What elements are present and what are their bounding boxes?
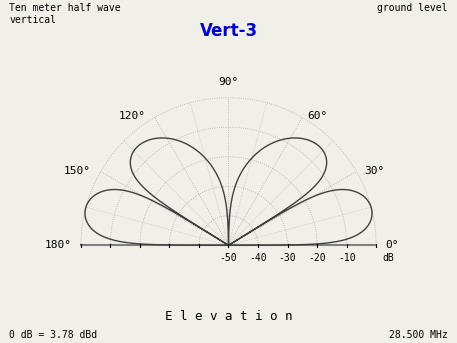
Text: -50: -50 xyxy=(220,253,237,263)
Text: E l e v a t i o n: E l e v a t i o n xyxy=(165,310,292,323)
Text: -20: -20 xyxy=(308,253,326,263)
Text: dB: dB xyxy=(382,253,394,263)
Text: 30°: 30° xyxy=(364,166,384,177)
Text: 180°: 180° xyxy=(44,240,72,250)
Text: 60°: 60° xyxy=(307,111,327,121)
Text: 0°: 0° xyxy=(385,240,399,250)
Text: -40: -40 xyxy=(249,253,267,263)
Text: 90°: 90° xyxy=(218,77,239,87)
Text: 120°: 120° xyxy=(119,111,146,121)
Text: Ten meter half wave
vertical: Ten meter half wave vertical xyxy=(9,3,121,25)
Text: 28.500 MHz: 28.500 MHz xyxy=(389,330,448,340)
Text: 0 dB = 3.78 dBd: 0 dB = 3.78 dBd xyxy=(9,330,97,340)
Text: -30: -30 xyxy=(279,253,297,263)
Text: ground level: ground level xyxy=(377,3,448,13)
Text: Vert-3: Vert-3 xyxy=(199,22,258,40)
Text: 150°: 150° xyxy=(64,166,90,177)
Text: -10: -10 xyxy=(338,253,356,263)
